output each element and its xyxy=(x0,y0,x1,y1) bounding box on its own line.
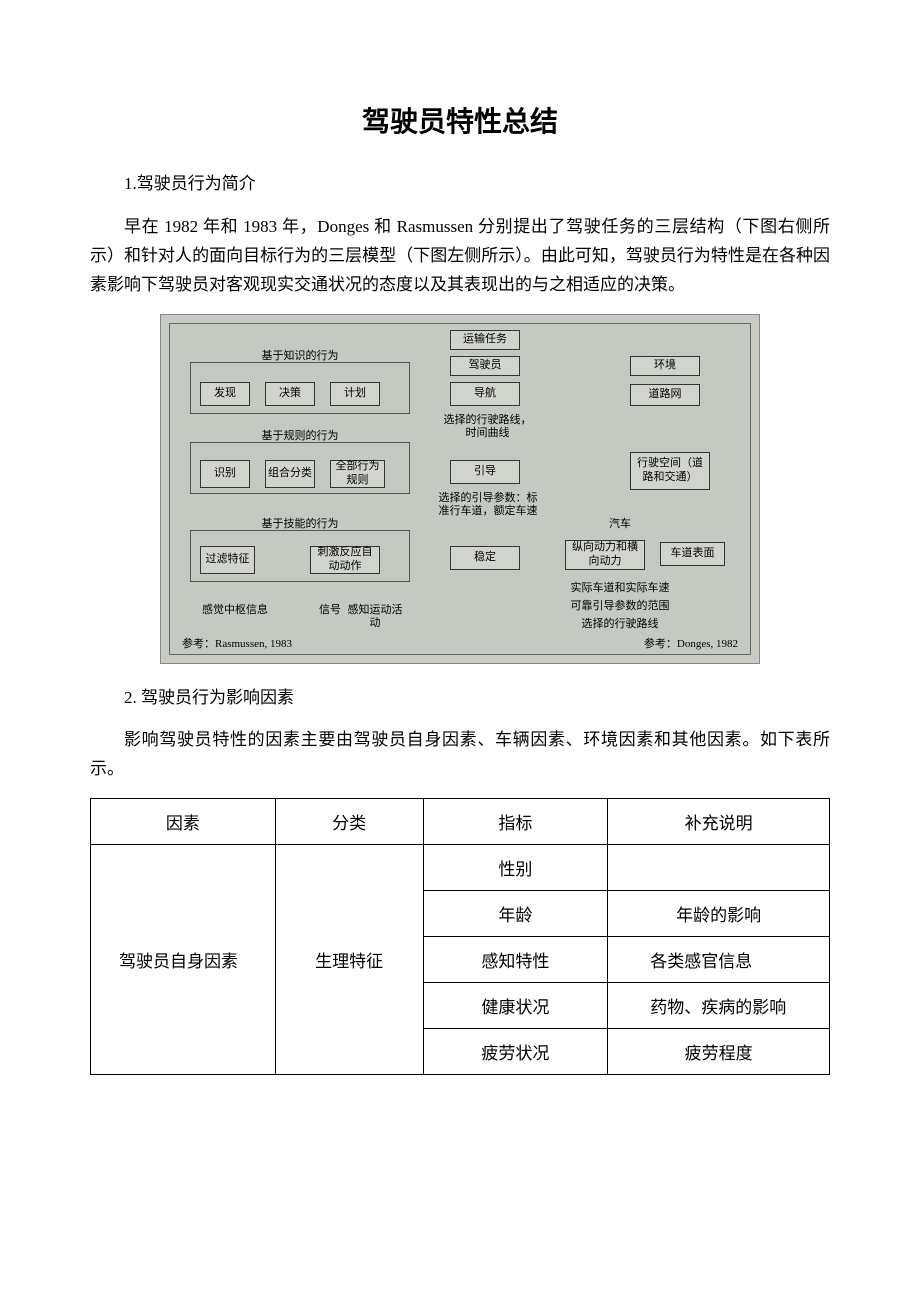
diagram-ref-left: 参考：Rasmussen, 1983 xyxy=(182,638,362,651)
behavior-model-diagram: 运输任务 驾驶员 环境 道路网 基于知识的行为 发现 决策 计划 导航 选择的行… xyxy=(160,314,760,664)
table-header-category: 分类 xyxy=(275,799,423,845)
diagram-label-knowledge: 基于知识的行为 xyxy=(230,350,370,363)
table-cell-indicator: 性别 xyxy=(423,845,608,891)
document-title: 驾驶员特性总结 xyxy=(90,100,830,140)
table-cell-indicator: 健康状况 xyxy=(423,983,608,1029)
table-cell-factor: 驾驶员自身因素 xyxy=(91,845,276,1075)
diagram-box-drivespace: 行驶空间（道路和交通） xyxy=(630,452,710,490)
table-row: 因素 分类 指标 补充说明 xyxy=(91,799,830,845)
diagram-label-sensory: 感觉中枢信息 xyxy=(190,604,280,617)
diagram-box-discover: 发现 xyxy=(200,382,250,406)
diagram-box-allrules: 全部行为规则 xyxy=(330,460,385,488)
diagram-ref-right: 参考：Donges, 1982 xyxy=(578,638,738,651)
diagram-box-stable: 稳定 xyxy=(450,546,520,570)
table-header-indicator: 指标 xyxy=(423,799,608,845)
diagram-label-note2: 可靠引导参数的范围 xyxy=(540,600,700,613)
table-cell-indicator: 疲劳状况 xyxy=(423,1029,608,1075)
table-header-note: 补充说明 xyxy=(608,799,830,845)
diagram-box-plan: 计划 xyxy=(330,382,380,406)
diagram-box-task: 运输任务 xyxy=(450,330,520,350)
diagram-box-dynamics: 纵向动力和横向动力 xyxy=(565,540,645,570)
diagram-box-guide: 引导 xyxy=(450,460,520,484)
diagram-label-note1: 实际车道和实际车速 xyxy=(540,582,700,595)
section-1-paragraph: 早在 1982 年和 1983 年，Donges 和 Rasmussen 分别提… xyxy=(90,213,830,300)
table-cell-note: 疲劳程度 xyxy=(608,1029,830,1075)
diagram-label-note3: 选择的行驶路线 xyxy=(540,618,700,631)
diagram-label-route: 选择的行驶路线，时间曲线 xyxy=(440,414,535,440)
table-row: 驾驶员自身因素 生理特征 性别 xyxy=(91,845,830,891)
diagram-box-env: 环境 xyxy=(630,356,700,376)
section-2-heading: 2. 驾驶员行为影响因素 xyxy=(90,684,830,713)
diagram-label-signal: 信号 xyxy=(310,604,350,617)
diagram-box-roadnet: 道路网 xyxy=(630,384,700,406)
diagram-label-skill: 基于技能的行为 xyxy=(230,518,370,531)
diagram-label-guidenote: 选择的引导参数：标准行车道，额定车速 xyxy=(438,492,538,518)
table-cell-indicator: 年龄 xyxy=(423,891,608,937)
factors-table: 因素 分类 指标 补充说明 驾驶员自身因素 生理特征 性别 年龄 年龄的影响 感… xyxy=(90,798,830,1075)
diagram-box-filter: 过滤特征 xyxy=(200,546,255,574)
section-2-paragraph: 影响驾驶员特性的因素主要由驾驶员自身因素、车辆因素、环境因素和其他因素。如下表所… xyxy=(90,726,830,784)
diagram-box-nav: 导航 xyxy=(450,382,520,406)
table-cell-indicator: 感知特性 xyxy=(423,937,608,983)
diagram-box-classify: 组合分类 xyxy=(265,460,315,488)
table-cell-note: 年龄的影响 xyxy=(608,891,830,937)
diagram-label-rule: 基于规则的行为 xyxy=(230,430,370,443)
diagram-label-car: 汽车 xyxy=(595,518,645,531)
table-header-factor: 因素 xyxy=(91,799,276,845)
diagram-box-stim: 刺激反应自动动作 xyxy=(310,546,380,574)
table-cell-note xyxy=(608,845,830,891)
diagram-box-lanesurface: 车道表面 xyxy=(660,542,725,566)
table-cell-category: 生理特征 xyxy=(275,845,423,1075)
section-1-heading: 1.驾驶员行为简介 xyxy=(90,170,830,199)
diagram-box-driver: 驾驶员 xyxy=(450,356,520,376)
diagram-box-identify: 识别 xyxy=(200,460,250,488)
table-cell-note: 各类感官信息 xyxy=(608,937,830,983)
diagram-label-motion: 感知运动活动 xyxy=(345,604,405,630)
table-cell-note: 药物、疾病的影响 xyxy=(608,983,830,1029)
diagram-box-decision: 决策 xyxy=(265,382,315,406)
